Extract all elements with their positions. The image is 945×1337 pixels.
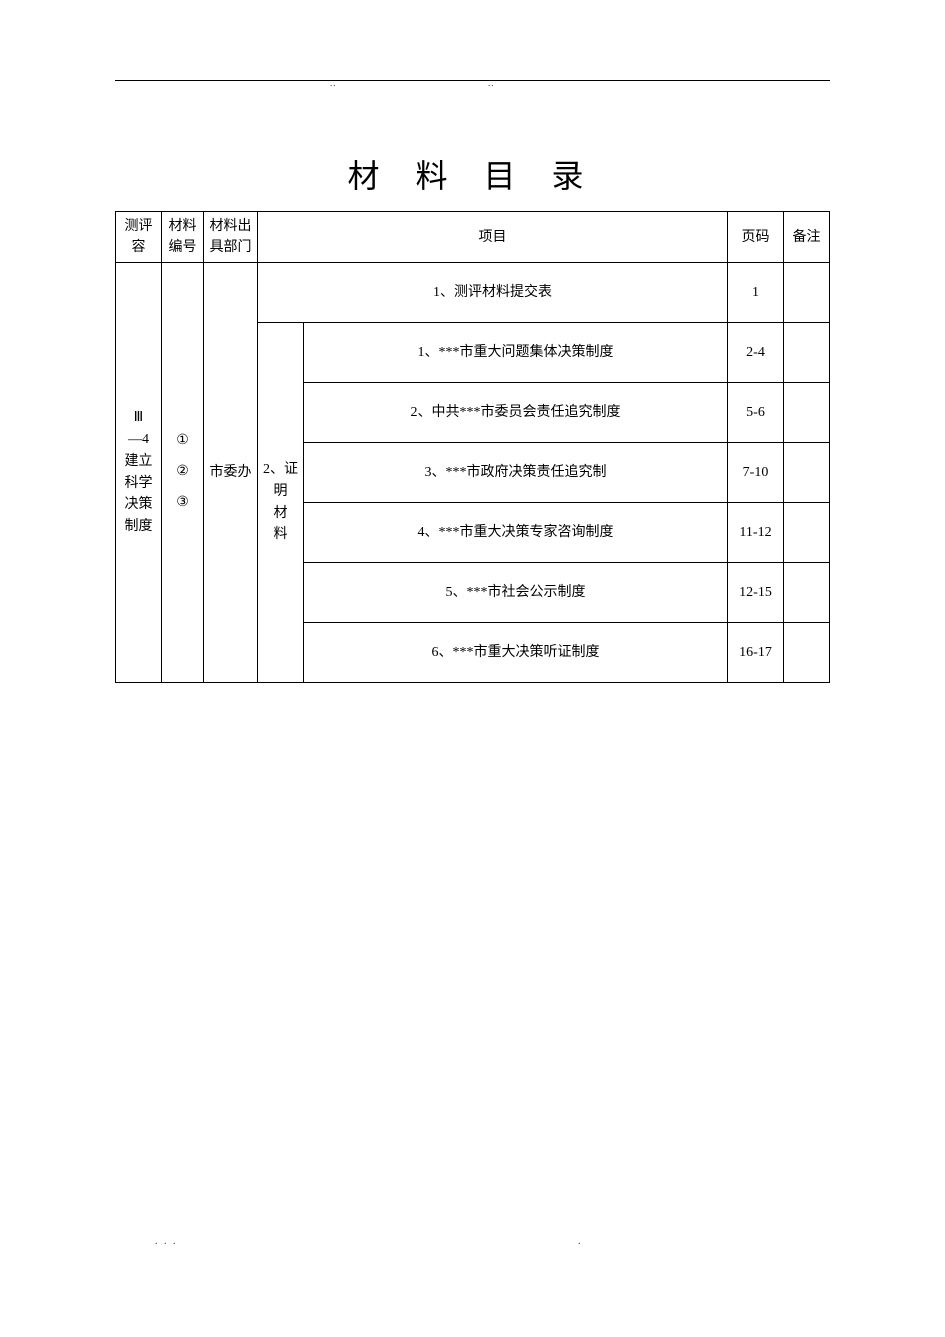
cell-ceping: Ⅲ —4 建立 科学 决策 制度 xyxy=(116,263,162,683)
cell-item: 5、***市社会公示制度 xyxy=(304,563,728,623)
cell-item: 1、测评材料提交表 xyxy=(258,263,728,323)
materials-table: 测评容 材料编号 材料出具部门 项目 页码 备注 Ⅲ —4 建立 科学 决策 制… xyxy=(115,211,830,683)
table-header-row: 测评容 材料编号 材料出具部门 项目 页码 备注 xyxy=(116,212,830,263)
bianhao-text: ① ② ③ xyxy=(164,426,201,518)
ceping-line: 建立 xyxy=(118,451,159,473)
th-chuju: 材料出具部门 xyxy=(204,212,258,263)
page-title: 材 料 目 录 xyxy=(115,151,830,197)
footer-mark-left: . . . xyxy=(155,1236,178,1247)
cell-page: 5-6 xyxy=(728,383,784,443)
cell-bianhao: ① ② ③ xyxy=(162,263,204,683)
th-yema: 页码 xyxy=(728,212,784,263)
cell-subgroup: 2、证 明 材 料 xyxy=(258,323,304,683)
ceping-line: 制度 xyxy=(118,516,159,538)
bianhao-line: ① xyxy=(164,426,201,457)
cell-note xyxy=(784,323,830,383)
footer-mark-right: . xyxy=(578,1236,583,1247)
cell-page: 7-10 xyxy=(728,443,784,503)
cell-page: 16-17 xyxy=(728,623,784,683)
bianhao-line: ③ xyxy=(164,488,201,519)
table-row: Ⅲ —4 建立 科学 决策 制度 ① ② ③ 市委办 1、测评材料提交表 1 xyxy=(116,263,830,323)
cell-item: 2、中共***市委员会责任追究制度 xyxy=(304,383,728,443)
cell-page: 1 xyxy=(728,263,784,323)
ceping-line: 决策 xyxy=(118,494,159,516)
cell-page: 12-15 xyxy=(728,563,784,623)
cell-note xyxy=(784,563,830,623)
ceping-line: Ⅲ xyxy=(118,407,159,429)
document-page: .. .. 材 料 目 录 测评容 材料编号 材料出具部门 项目 页码 备注 Ⅲ… xyxy=(0,0,945,683)
bianhao-line: ② xyxy=(164,457,201,488)
th-bianhao: 材料编号 xyxy=(162,212,204,263)
cell-chuju: 市委办 xyxy=(204,263,258,683)
ceping-line: 科学 xyxy=(118,473,159,495)
subgroup-text: 2、证 明 材 料 xyxy=(260,459,301,546)
subgroup-line: 2、证 xyxy=(260,459,301,481)
ceping-line: —4 xyxy=(118,429,159,451)
cell-page: 2-4 xyxy=(728,323,784,383)
cell-item: 6、***市重大决策听证制度 xyxy=(304,623,728,683)
subgroup-line: 料 xyxy=(260,524,301,546)
cell-note xyxy=(784,623,830,683)
cell-page: 11-12 xyxy=(728,503,784,563)
cell-note xyxy=(784,503,830,563)
th-ceping: 测评容 xyxy=(116,212,162,263)
cell-item: 3、***市政府决策责任追究制 xyxy=(304,443,728,503)
th-xiangmu: 项目 xyxy=(258,212,728,263)
subgroup-line: 材 xyxy=(260,503,301,525)
th-beizhu: 备注 xyxy=(784,212,830,263)
cell-item: 4、***市重大决策专家咨询制度 xyxy=(304,503,728,563)
cell-note xyxy=(784,383,830,443)
cell-note xyxy=(784,263,830,323)
cell-item: 1、***市重大问题集体决策制度 xyxy=(304,323,728,383)
top-divider xyxy=(115,80,830,81)
cell-note xyxy=(784,443,830,503)
subgroup-line: 明 xyxy=(260,481,301,503)
ceping-text: Ⅲ —4 建立 科学 决策 制度 xyxy=(118,407,159,537)
